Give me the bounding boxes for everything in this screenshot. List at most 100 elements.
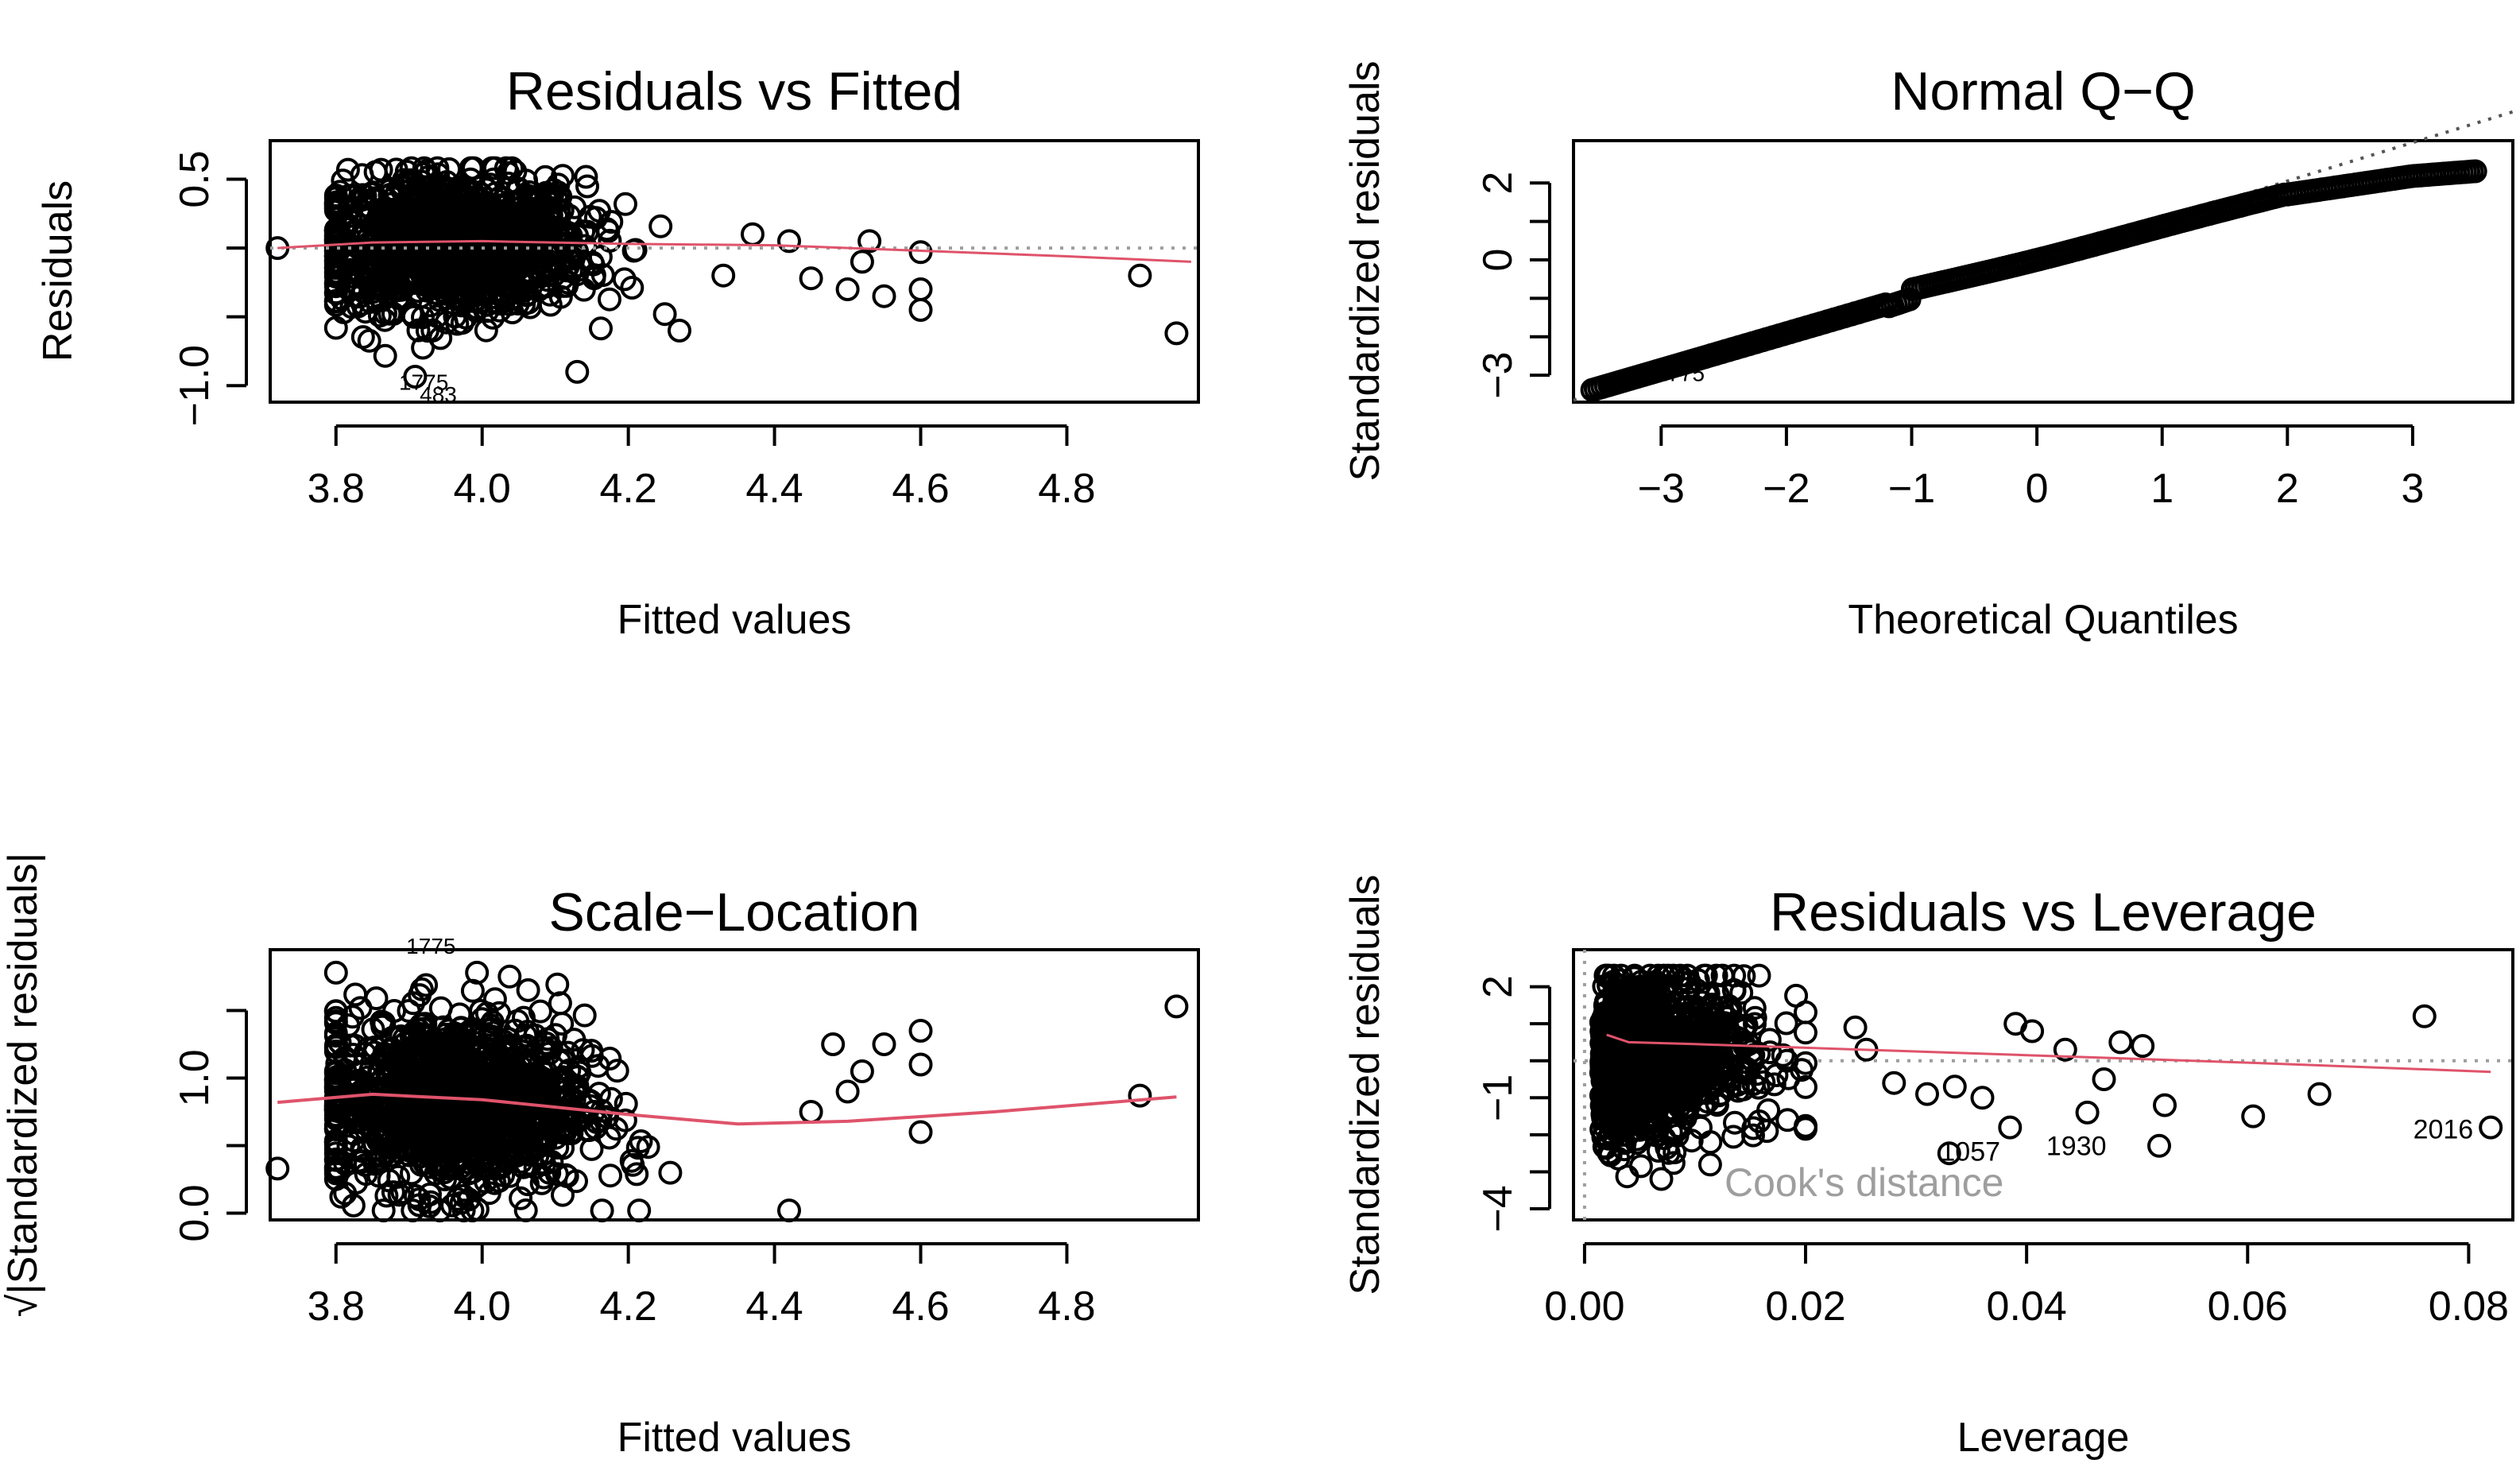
data-point <box>393 1096 417 1121</box>
plot-frame <box>1572 139 2514 404</box>
data-point <box>1717 1069 1741 1094</box>
data-point <box>370 264 395 288</box>
data-point <box>1608 1012 1632 1037</box>
data-point <box>1746 1075 1771 1100</box>
data-point <box>850 1059 874 1083</box>
data-point <box>546 239 571 264</box>
data-point <box>1732 964 1756 989</box>
data-point <box>1747 963 1771 988</box>
data-point <box>411 270 435 295</box>
y-axis-label: Standardized residuals <box>1342 61 1388 482</box>
data-point <box>343 982 368 1007</box>
x-tick-label: 0.08 <box>2429 1283 2509 1330</box>
data-point <box>571 1038 595 1063</box>
data-point <box>350 1139 375 1163</box>
fit-lines <box>277 1092 1177 1126</box>
cooks-distance-label: Cook's distance <box>1725 1160 2003 1205</box>
data-point <box>1628 1154 1653 1179</box>
x-tick-label: 4.8 <box>1038 466 1095 512</box>
data-point <box>1689 1020 1713 1044</box>
data-points <box>265 156 1189 389</box>
data-point <box>1942 1074 1967 1099</box>
data-point <box>1668 1066 1693 1090</box>
y-tick-label: 1.0 <box>172 1049 218 1106</box>
data-point <box>371 1198 396 1223</box>
data-point <box>872 284 896 308</box>
data-point <box>598 1163 622 1188</box>
data-point <box>451 1035 476 1059</box>
data-point <box>432 211 456 235</box>
data-point <box>668 319 691 343</box>
data-point <box>424 1041 449 1065</box>
data-point <box>436 1090 461 1114</box>
data-point <box>598 287 621 312</box>
data-point <box>1637 1036 1662 1060</box>
data-point <box>627 1198 652 1223</box>
data-point <box>799 266 823 291</box>
data-point <box>1758 1040 1783 1065</box>
data-point <box>1649 1167 1674 1191</box>
data-point <box>1794 1074 1817 1099</box>
data-point <box>342 1098 366 1122</box>
data-point <box>413 1012 438 1036</box>
data-point <box>908 1052 933 1077</box>
data-point <box>540 196 564 220</box>
y-axis-label: √|Standardized residuals| <box>0 853 46 1318</box>
data-point <box>486 1169 511 1193</box>
data-point <box>577 1118 602 1142</box>
data-point <box>2153 1093 2177 1117</box>
data-point <box>516 978 540 1002</box>
data-point <box>475 242 500 267</box>
data-point <box>648 214 673 238</box>
data-point <box>455 186 479 211</box>
data-point <box>598 1047 622 1071</box>
data-point <box>358 203 383 228</box>
data-point <box>558 246 583 270</box>
data-point <box>1696 981 1721 1006</box>
data-point <box>323 1137 348 1161</box>
data-point <box>552 1121 577 1145</box>
data-point <box>323 1061 348 1086</box>
data-point <box>432 252 456 277</box>
x-axis: 0.00 0.02 0.04 0.06 0.08 <box>1544 1242 2509 1330</box>
data-point <box>509 1186 533 1210</box>
data-point <box>323 281 348 305</box>
plot-frame <box>269 139 1200 404</box>
data-point <box>385 285 410 310</box>
x-tick-label: 4.4 <box>745 466 803 512</box>
data-point <box>445 1131 470 1156</box>
data-point <box>370 1014 395 1039</box>
data-point <box>451 1198 476 1223</box>
point-label: 2016 <box>2414 1115 2474 1145</box>
data-point <box>367 304 392 328</box>
data-point <box>1632 1003 1657 1027</box>
fit-lines <box>270 239 1198 263</box>
data-point <box>474 226 499 251</box>
data-point <box>428 326 453 350</box>
data-point <box>323 1009 348 1033</box>
data-point <box>1599 1095 1624 1120</box>
data-point <box>544 1162 569 1187</box>
data-point <box>404 1051 428 1075</box>
data-point <box>393 1136 416 1160</box>
data-point <box>1670 1040 1695 1065</box>
data-point <box>1756 1098 1781 1122</box>
data-point <box>1998 1115 2023 1140</box>
data-point <box>357 328 381 353</box>
data-point <box>1721 1125 1746 1149</box>
data-point <box>1679 1129 1704 1153</box>
x-tick-label: 3.8 <box>308 1283 365 1330</box>
data-point <box>457 1187 482 1212</box>
point-label: 1930 <box>2046 1131 2107 1161</box>
data-point <box>1970 1086 1995 1110</box>
data-point <box>350 163 374 188</box>
data-point <box>1732 1071 1757 1094</box>
data-point <box>542 1072 566 1097</box>
data-point <box>1661 1151 1686 1175</box>
data-point <box>2075 1100 2100 1125</box>
plot-frame <box>269 948 1200 1222</box>
data-point <box>857 229 882 254</box>
data-point <box>2479 1115 2503 1140</box>
y-tick-label: 0.0 <box>172 1184 218 1241</box>
